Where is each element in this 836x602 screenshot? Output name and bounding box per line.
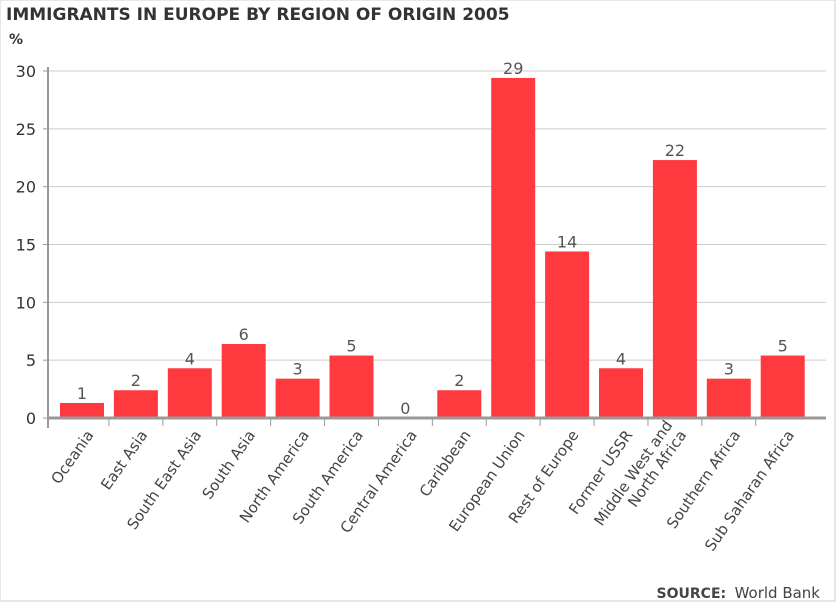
bar-data-label: 5 xyxy=(778,337,788,356)
chart-title: IMMIGRANTS IN EUROPE BY REGION OF ORIGIN… xyxy=(6,5,510,25)
y-tick-label: 5 xyxy=(26,351,36,370)
bar-data-label: 6 xyxy=(239,325,249,344)
y-tick-label: 30 xyxy=(16,62,36,81)
y-tick-label: 0 xyxy=(26,409,36,428)
y-tick-label: 15 xyxy=(16,236,36,255)
bar-data-label: 3 xyxy=(724,360,734,379)
bar-data-label: 14 xyxy=(557,232,577,251)
bar xyxy=(437,390,482,418)
y-axis-tick-labels: 0 5 10 15 20 25 30 xyxy=(16,62,36,428)
bar xyxy=(652,160,697,418)
bar-data-label: 2 xyxy=(454,371,464,390)
y-tick-label: 10 xyxy=(16,293,36,312)
bar xyxy=(113,390,158,418)
axes xyxy=(43,67,826,428)
source-note: SOURCE: World Bank xyxy=(657,584,821,602)
y-tick-label: 20 xyxy=(16,178,36,197)
bar-data-label: 2 xyxy=(131,371,141,390)
bars xyxy=(60,77,805,418)
bar-data-label: 4 xyxy=(185,349,195,368)
bar xyxy=(545,251,590,418)
bar-data-label: 29 xyxy=(503,59,523,78)
y-tick-label: 25 xyxy=(16,120,36,139)
bar xyxy=(329,355,374,418)
bar xyxy=(706,378,751,418)
bar xyxy=(599,368,643,418)
y-axis-unit-label: % xyxy=(9,32,23,48)
bar xyxy=(275,378,320,418)
source-value: World Bank xyxy=(735,584,821,602)
bar xyxy=(60,402,104,418)
bar-data-label: 5 xyxy=(346,337,356,356)
source-label: SOURCE: xyxy=(657,586,727,602)
bar-data-label: 0 xyxy=(400,399,410,418)
bar xyxy=(760,355,805,418)
bar-data-label: 1 xyxy=(77,384,87,403)
bar-data-label: 4 xyxy=(616,349,626,368)
bar xyxy=(491,77,536,418)
bar xyxy=(221,343,266,418)
bar-data-labels: 1 2 4 6 3 5 0 2 29 14 4 22 3 5 xyxy=(77,59,788,418)
bar xyxy=(167,368,212,418)
bar-data-label: 22 xyxy=(665,141,685,160)
bar-data-label: 3 xyxy=(293,360,303,379)
